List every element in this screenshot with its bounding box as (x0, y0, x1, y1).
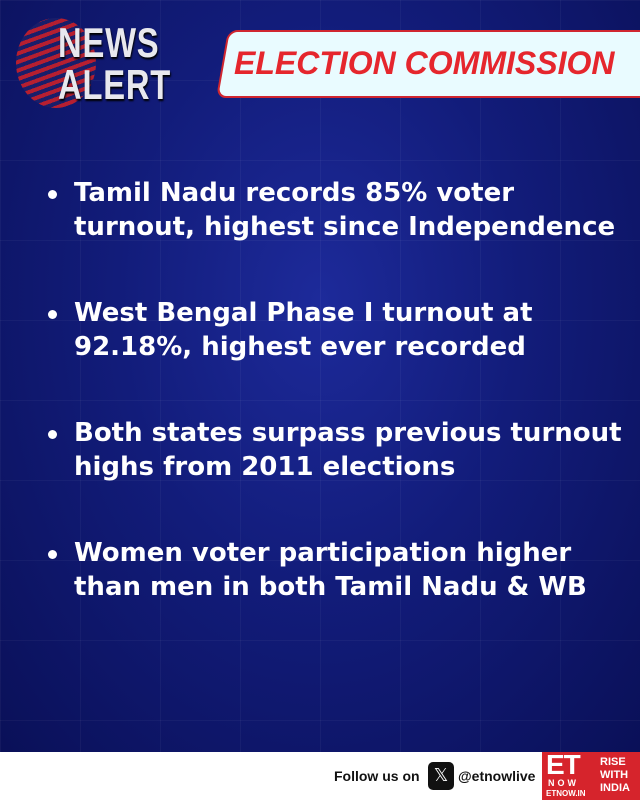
tagline: RISE WITH INDIA (600, 756, 630, 794)
x-logo-icon[interactable]: 𝕏 (428, 762, 454, 790)
background-grid (0, 0, 640, 752)
news-card: NEWS ALERT ELECTION COMMISSION Tamil Nadu… (0, 0, 640, 752)
globe-icon (16, 18, 96, 108)
et-now-logo: ET NOW ETNOW.IN RISE WITH INDIA (542, 751, 640, 800)
list-item: Tamil Nadu records 85% voter turnout, hi… (44, 176, 634, 244)
bullet-list: Tamil Nadu records 85% voter turnout, hi… (44, 176, 634, 656)
news-alert-logo: NEWS ALERT (58, 19, 172, 108)
social-handle[interactable]: @etnowlive (458, 768, 536, 784)
list-item: West Bengal Phase I turnout at 92.18%, h… (44, 296, 634, 364)
follow-label: Follow us on (334, 768, 420, 784)
headline-title: ELECTION COMMISSION (234, 45, 615, 81)
list-item: Both states surpass previous turnout hig… (44, 416, 634, 484)
list-item: Women voter participation higher than me… (44, 536, 634, 604)
footer: Follow us on 𝕏 @etnowlive ET NOW ETNOW.I… (0, 751, 640, 800)
